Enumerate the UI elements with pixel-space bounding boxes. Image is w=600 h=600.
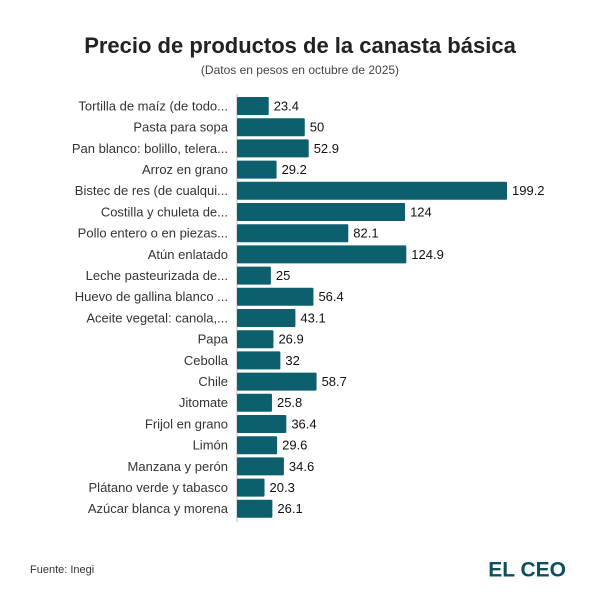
category-label: Cebolla bbox=[184, 353, 229, 368]
bar bbox=[237, 330, 274, 349]
bar bbox=[237, 203, 406, 221]
category-label: Jitomate bbox=[179, 395, 228, 410]
value-label: 25.8 bbox=[277, 395, 302, 410]
bar bbox=[237, 266, 271, 285]
bar bbox=[237, 97, 269, 115]
value-label: 26.1 bbox=[277, 501, 302, 516]
value-label: 23.4 bbox=[274, 98, 299, 113]
value-label: 50 bbox=[310, 120, 324, 135]
value-label: 82.1 bbox=[353, 226, 378, 241]
category-label: Pollo entero o en piezas... bbox=[78, 226, 228, 241]
bar bbox=[237, 499, 273, 518]
category-label: Aceite vegetal: canola,... bbox=[86, 310, 228, 325]
value-label: 52.9 bbox=[314, 141, 339, 156]
category-label: Costilla y chuleta de... bbox=[101, 204, 228, 219]
bar bbox=[237, 309, 296, 327]
chart-title: Precio de productos de la canasta básica bbox=[84, 33, 516, 58]
bar bbox=[237, 393, 272, 412]
source: Fuente: Inegi bbox=[30, 564, 94, 576]
category-label: Manzana y perón bbox=[128, 459, 228, 474]
category-label: Papa bbox=[198, 332, 229, 347]
category-label: Frijol en grano bbox=[145, 416, 228, 431]
value-label: 34.6 bbox=[289, 459, 314, 474]
category-label: Tortilla de maíz (de todo... bbox=[78, 98, 228, 113]
bar bbox=[237, 160, 277, 179]
value-label: 36.4 bbox=[291, 416, 316, 431]
value-label: 58.7 bbox=[322, 374, 347, 389]
bar bbox=[237, 118, 305, 137]
bar bbox=[237, 139, 309, 158]
category-label: Atún enlatado bbox=[148, 247, 228, 262]
value-label: 124.9 bbox=[411, 247, 444, 262]
bar bbox=[237, 351, 281, 370]
category-label: Arroz en grano bbox=[142, 162, 228, 177]
value-label: 20.3 bbox=[270, 480, 295, 495]
brand-logo: EL CEO bbox=[488, 559, 566, 582]
bar bbox=[237, 245, 407, 264]
chart-subtitle: (Datos en pesos en octubre de 2025) bbox=[201, 63, 399, 77]
value-label: 29.6 bbox=[282, 438, 307, 453]
value-label: 43.1 bbox=[300, 310, 325, 325]
bar bbox=[237, 372, 317, 391]
category-label: Leche pasteurizada de... bbox=[86, 268, 228, 283]
bar bbox=[237, 181, 507, 200]
value-label: 56.4 bbox=[318, 289, 343, 304]
bar bbox=[237, 415, 287, 433]
category-label: Chile bbox=[198, 374, 228, 389]
bar bbox=[237, 224, 349, 243]
category-label: Plátano verde y tabasco bbox=[89, 480, 228, 495]
category-label: Limón bbox=[193, 438, 228, 453]
value-label: 124 bbox=[410, 204, 432, 219]
value-label: 25 bbox=[276, 268, 290, 283]
value-label: 29.2 bbox=[282, 162, 307, 177]
category-label: Pan blanco: bolillo, telera... bbox=[72, 141, 228, 156]
bar bbox=[237, 478, 265, 497]
bar bbox=[237, 457, 284, 476]
category-label: Huevo de gallina blanco ... bbox=[75, 289, 228, 304]
value-label: 26.9 bbox=[278, 332, 303, 347]
bar bbox=[237, 436, 278, 455]
bar bbox=[237, 287, 314, 306]
category-label: Azúcar blanca y morena bbox=[88, 501, 229, 516]
value-label: 32 bbox=[285, 353, 299, 368]
category-label: Bistec de res (de cualqui... bbox=[75, 183, 228, 198]
category-label: Pasta para sopa bbox=[133, 120, 228, 135]
value-label: 199.2 bbox=[512, 183, 545, 198]
